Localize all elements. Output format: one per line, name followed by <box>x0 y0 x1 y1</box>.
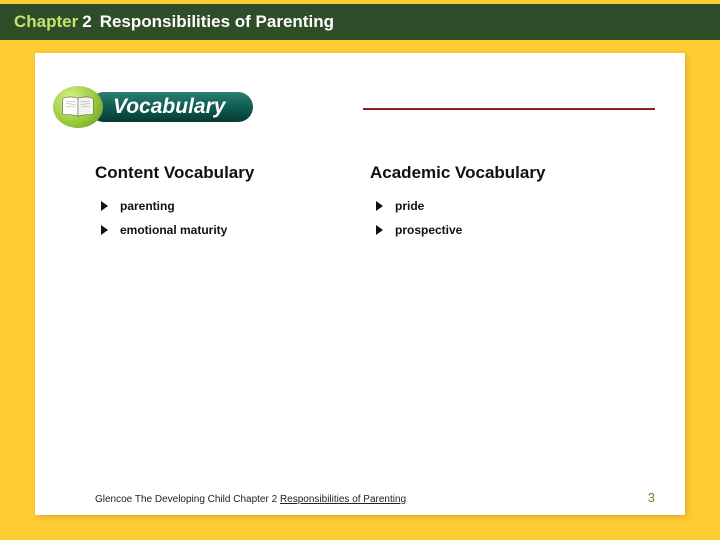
slide-footer: Glencoe The Developing Child Chapter 2 R… <box>95 490 655 505</box>
list-item: prospective <box>370 223 645 237</box>
content-vocab-heading: Content Vocabulary <box>95 163 370 183</box>
content-vocab-column: Content Vocabulary parenting emotional m… <box>95 163 370 247</box>
vocab-columns: Content Vocabulary parenting emotional m… <box>95 163 645 247</box>
bullet-arrow-icon <box>376 225 383 235</box>
bullet-arrow-icon <box>376 201 383 211</box>
chapter-number: 2 <box>82 12 91 32</box>
bullet-arrow-icon <box>101 225 108 235</box>
chapter-title: Responsibilities of Parenting <box>100 12 334 32</box>
content-card: Vocabulary Content Vocabulary parenting … <box>35 53 685 515</box>
list-item: pride <box>370 199 645 213</box>
list-item: emotional maturity <box>95 223 370 237</box>
section-divider-rule <box>363 108 655 110</box>
vocab-term: emotional maturity <box>120 223 227 237</box>
academic-vocab-column: Academic Vocabulary pride prospective <box>370 163 645 247</box>
vocabulary-label: Vocabulary <box>89 92 253 122</box>
vocab-term: pride <box>395 199 424 213</box>
vocabulary-badge: Vocabulary <box>53 86 253 128</box>
vocab-term: prospective <box>395 223 462 237</box>
footer-underlined: Responsibilities of Parenting <box>280 494 406 505</box>
chapter-header: Chapter 2 Responsibilities of Parenting <box>0 4 720 40</box>
chapter-label: Chapter <box>14 12 78 32</box>
academic-vocab-heading: Academic Vocabulary <box>370 163 645 183</box>
open-book-icon <box>53 86 103 128</box>
footer-prefix: Glencoe The Developing Child Chapter 2 <box>95 494 280 505</box>
footer-source-text: Glencoe The Developing Child Chapter 2 R… <box>95 494 406 505</box>
page-number: 3 <box>648 490 655 505</box>
list-item: parenting <box>95 199 370 213</box>
vocab-term: parenting <box>120 199 175 213</box>
bullet-arrow-icon <box>101 201 108 211</box>
